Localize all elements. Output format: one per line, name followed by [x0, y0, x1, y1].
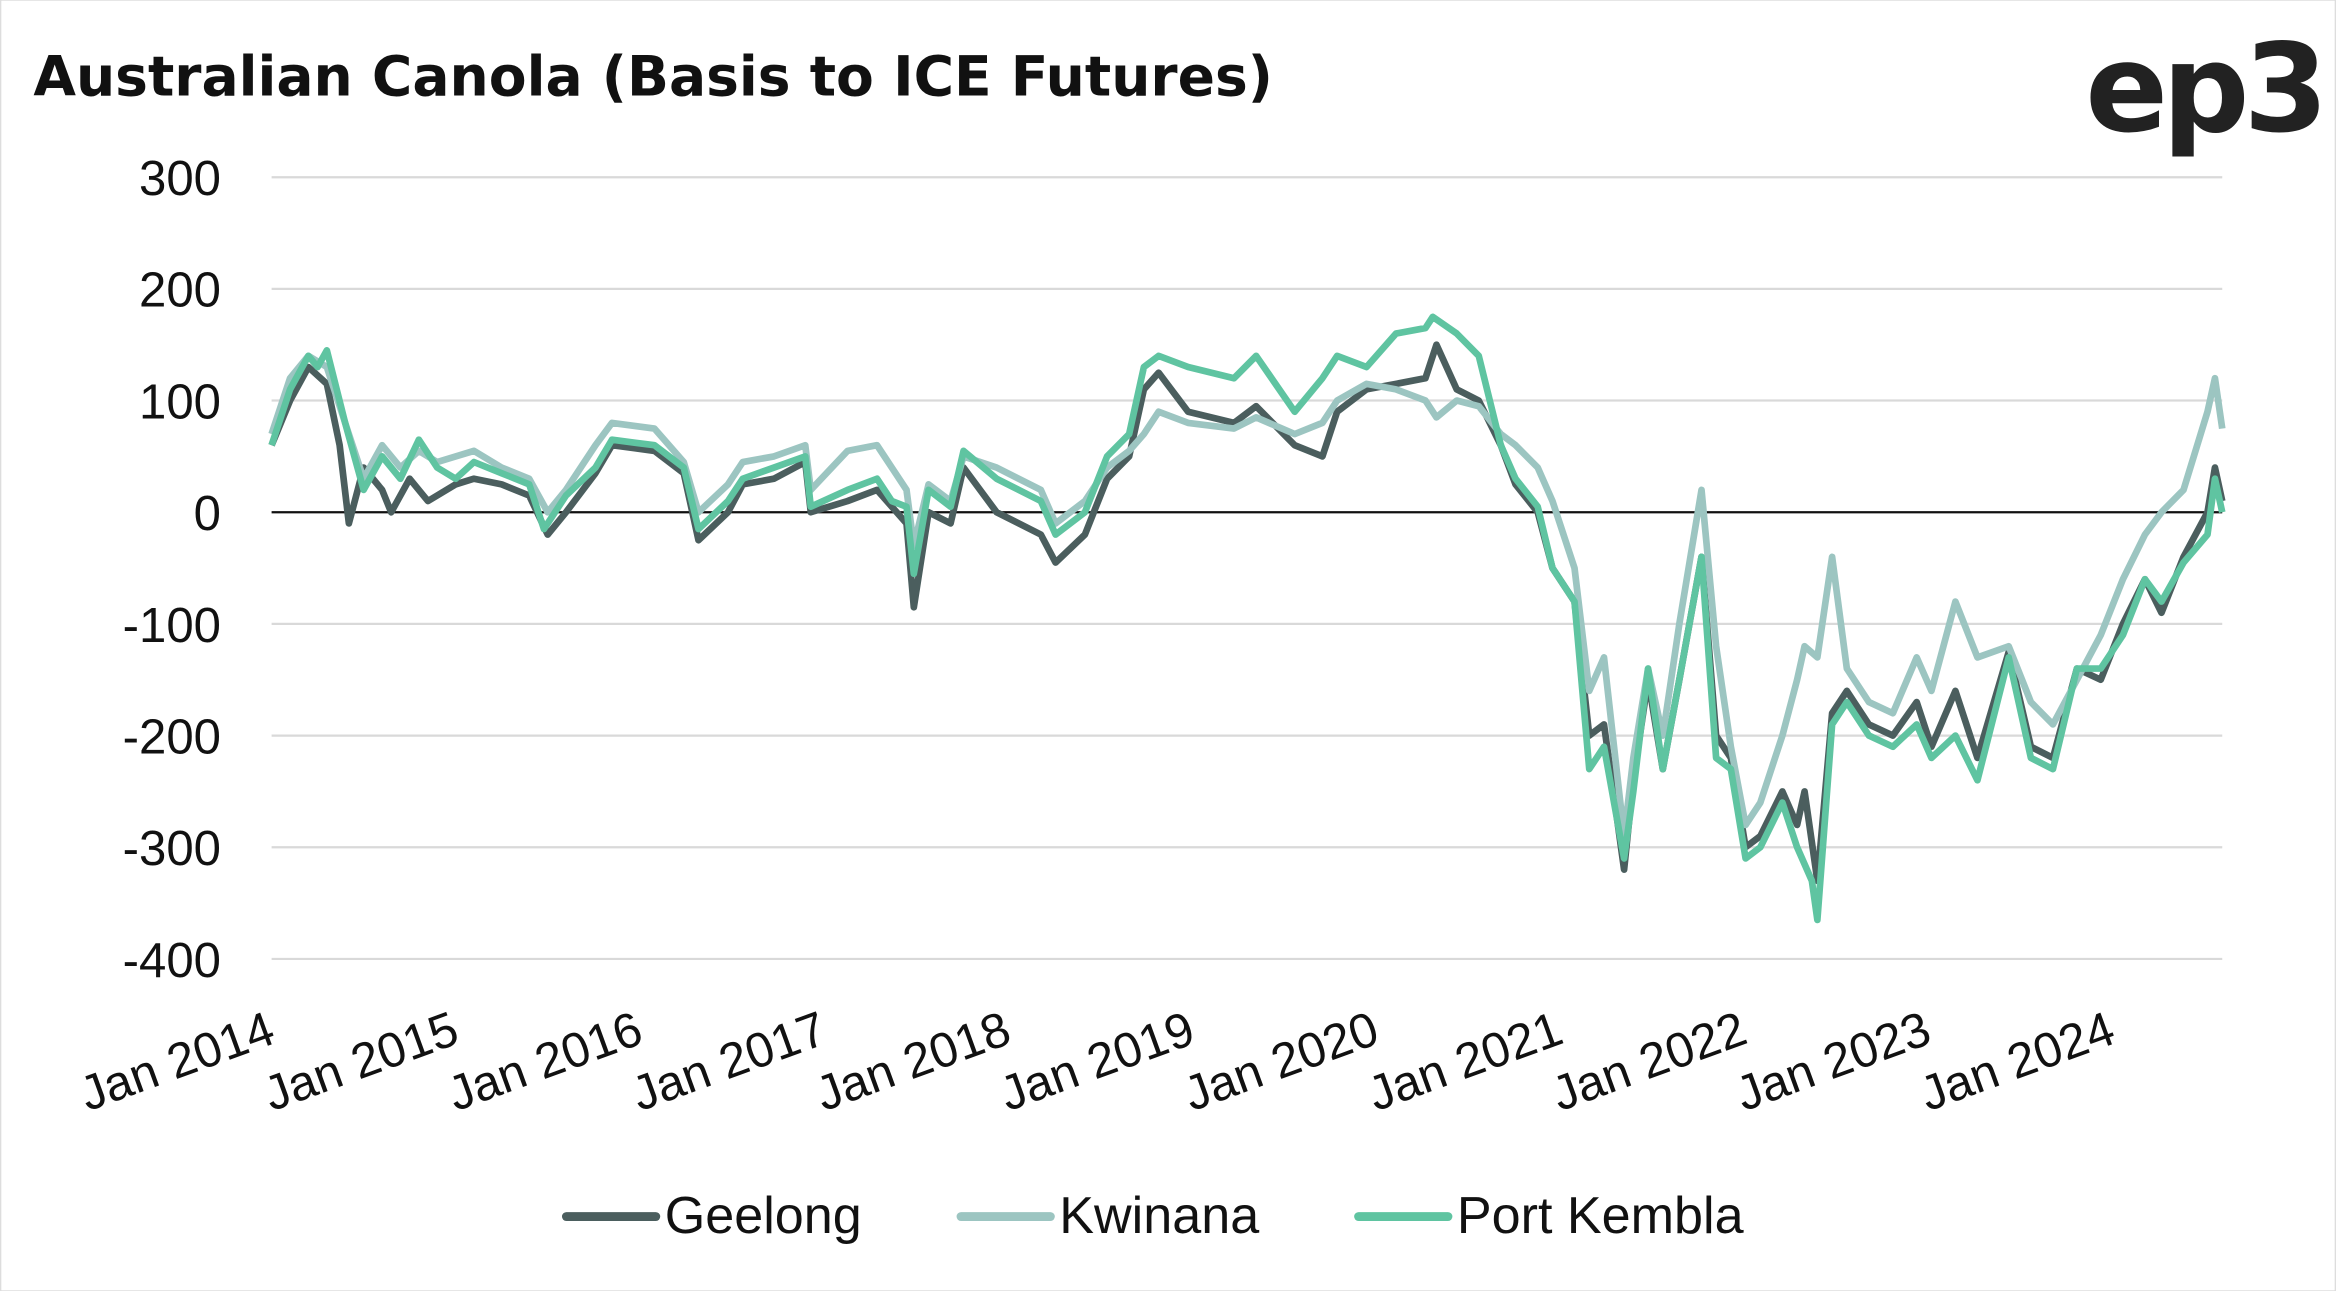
legend: Geelong Kwinana Port Kembla [561, 1187, 1744, 1245]
series-line-kwinana [268, 352, 2226, 840]
y-tick-label: -200 [123, 710, 221, 764]
y-tick-label: 100 [139, 375, 221, 429]
y-tick-label: 300 [139, 152, 221, 206]
series-line-port-kembla [268, 313, 2226, 924]
series-line-geelong [268, 341, 2226, 885]
series-lines [268, 313, 2226, 924]
legend-label: Kwinana [1059, 1187, 1259, 1245]
y-tick-label: 0 [194, 487, 221, 541]
legend-label: Geelong [665, 1187, 862, 1245]
legend-label: Port Kembla [1457, 1187, 1744, 1245]
ep3-logo: ep3 [2085, 18, 2322, 160]
y-tick-label: -100 [123, 599, 221, 653]
y-tick-label: -300 [123, 822, 221, 876]
y-axis-ticks: 300 200 100 0 -100 -200 -300 -400 [123, 152, 221, 988]
y-tick-label: -400 [123, 934, 221, 988]
chart-title: Australian Canola (Basis to ICE Futures) [33, 44, 1273, 108]
gridlines [271, 176, 2223, 961]
y-tick-label: 200 [139, 264, 221, 318]
